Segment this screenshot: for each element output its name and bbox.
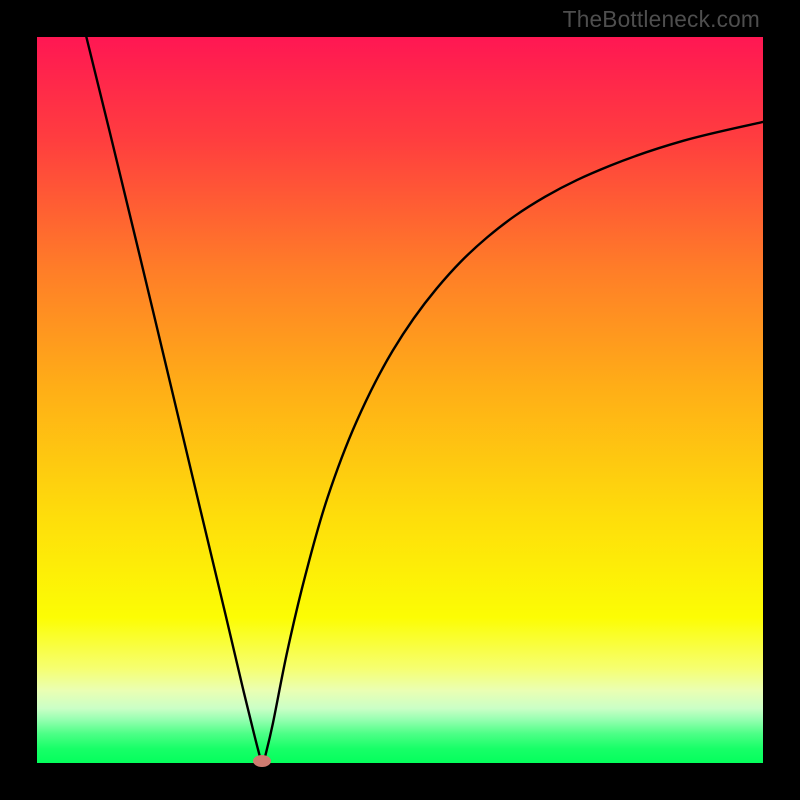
- minimum-marker: [253, 755, 271, 767]
- chart-frame: TheBottleneck.com: [0, 0, 800, 800]
- bottleneck-curve: [37, 37, 763, 763]
- curve-right-branch: [265, 122, 763, 757]
- curve-left-branch: [86, 37, 260, 759]
- watermark-text: TheBottleneck.com: [563, 6, 760, 33]
